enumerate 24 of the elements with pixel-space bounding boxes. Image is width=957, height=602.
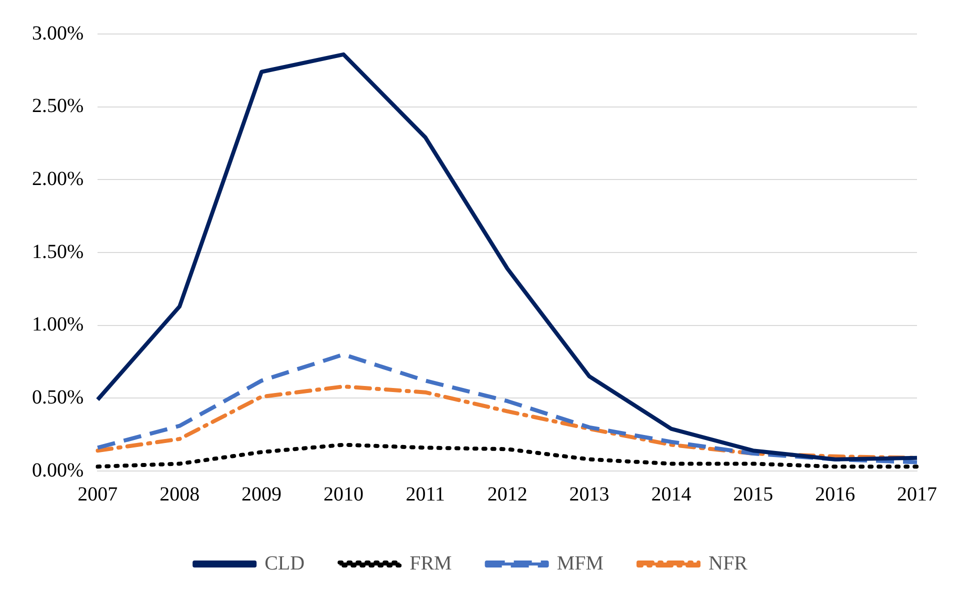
legend-label: NFR <box>708 552 748 574</box>
x-tick-label: 2012 <box>487 483 528 506</box>
x-tick-label: 2009 <box>242 483 282 506</box>
y-tick-label: 0.50% <box>32 386 84 408</box>
y-tick-label: 0.00% <box>32 459 84 482</box>
line-series <box>96 352 919 464</box>
x-tick-label: 2015 <box>733 483 774 506</box>
x-tick-label: 2017 <box>897 483 937 506</box>
y-tick-label: 1.00% <box>32 314 84 336</box>
x-tick-label: 2010 <box>323 483 364 506</box>
y-tick-label: 2.00% <box>32 168 84 190</box>
legend-label: MFM <box>556 552 604 574</box>
line-series <box>96 442 919 469</box>
x-tick-label: 2007 <box>78 483 118 506</box>
legend-label: CLD <box>264 552 305 574</box>
y-tick-label: 1.50% <box>32 240 84 263</box>
y-tick-label: 2.50% <box>32 95 84 118</box>
x-tick-label: 2008 <box>160 483 200 506</box>
x-tick-label: 2013 <box>569 483 610 506</box>
x-tick-label: 2016 <box>815 483 856 506</box>
x-tick-label: 2011 <box>406 483 446 506</box>
legend-label: FRM <box>410 552 452 574</box>
y-tick-label: 3.00% <box>32 22 84 44</box>
x-tick-label: 2014 <box>651 483 692 506</box>
